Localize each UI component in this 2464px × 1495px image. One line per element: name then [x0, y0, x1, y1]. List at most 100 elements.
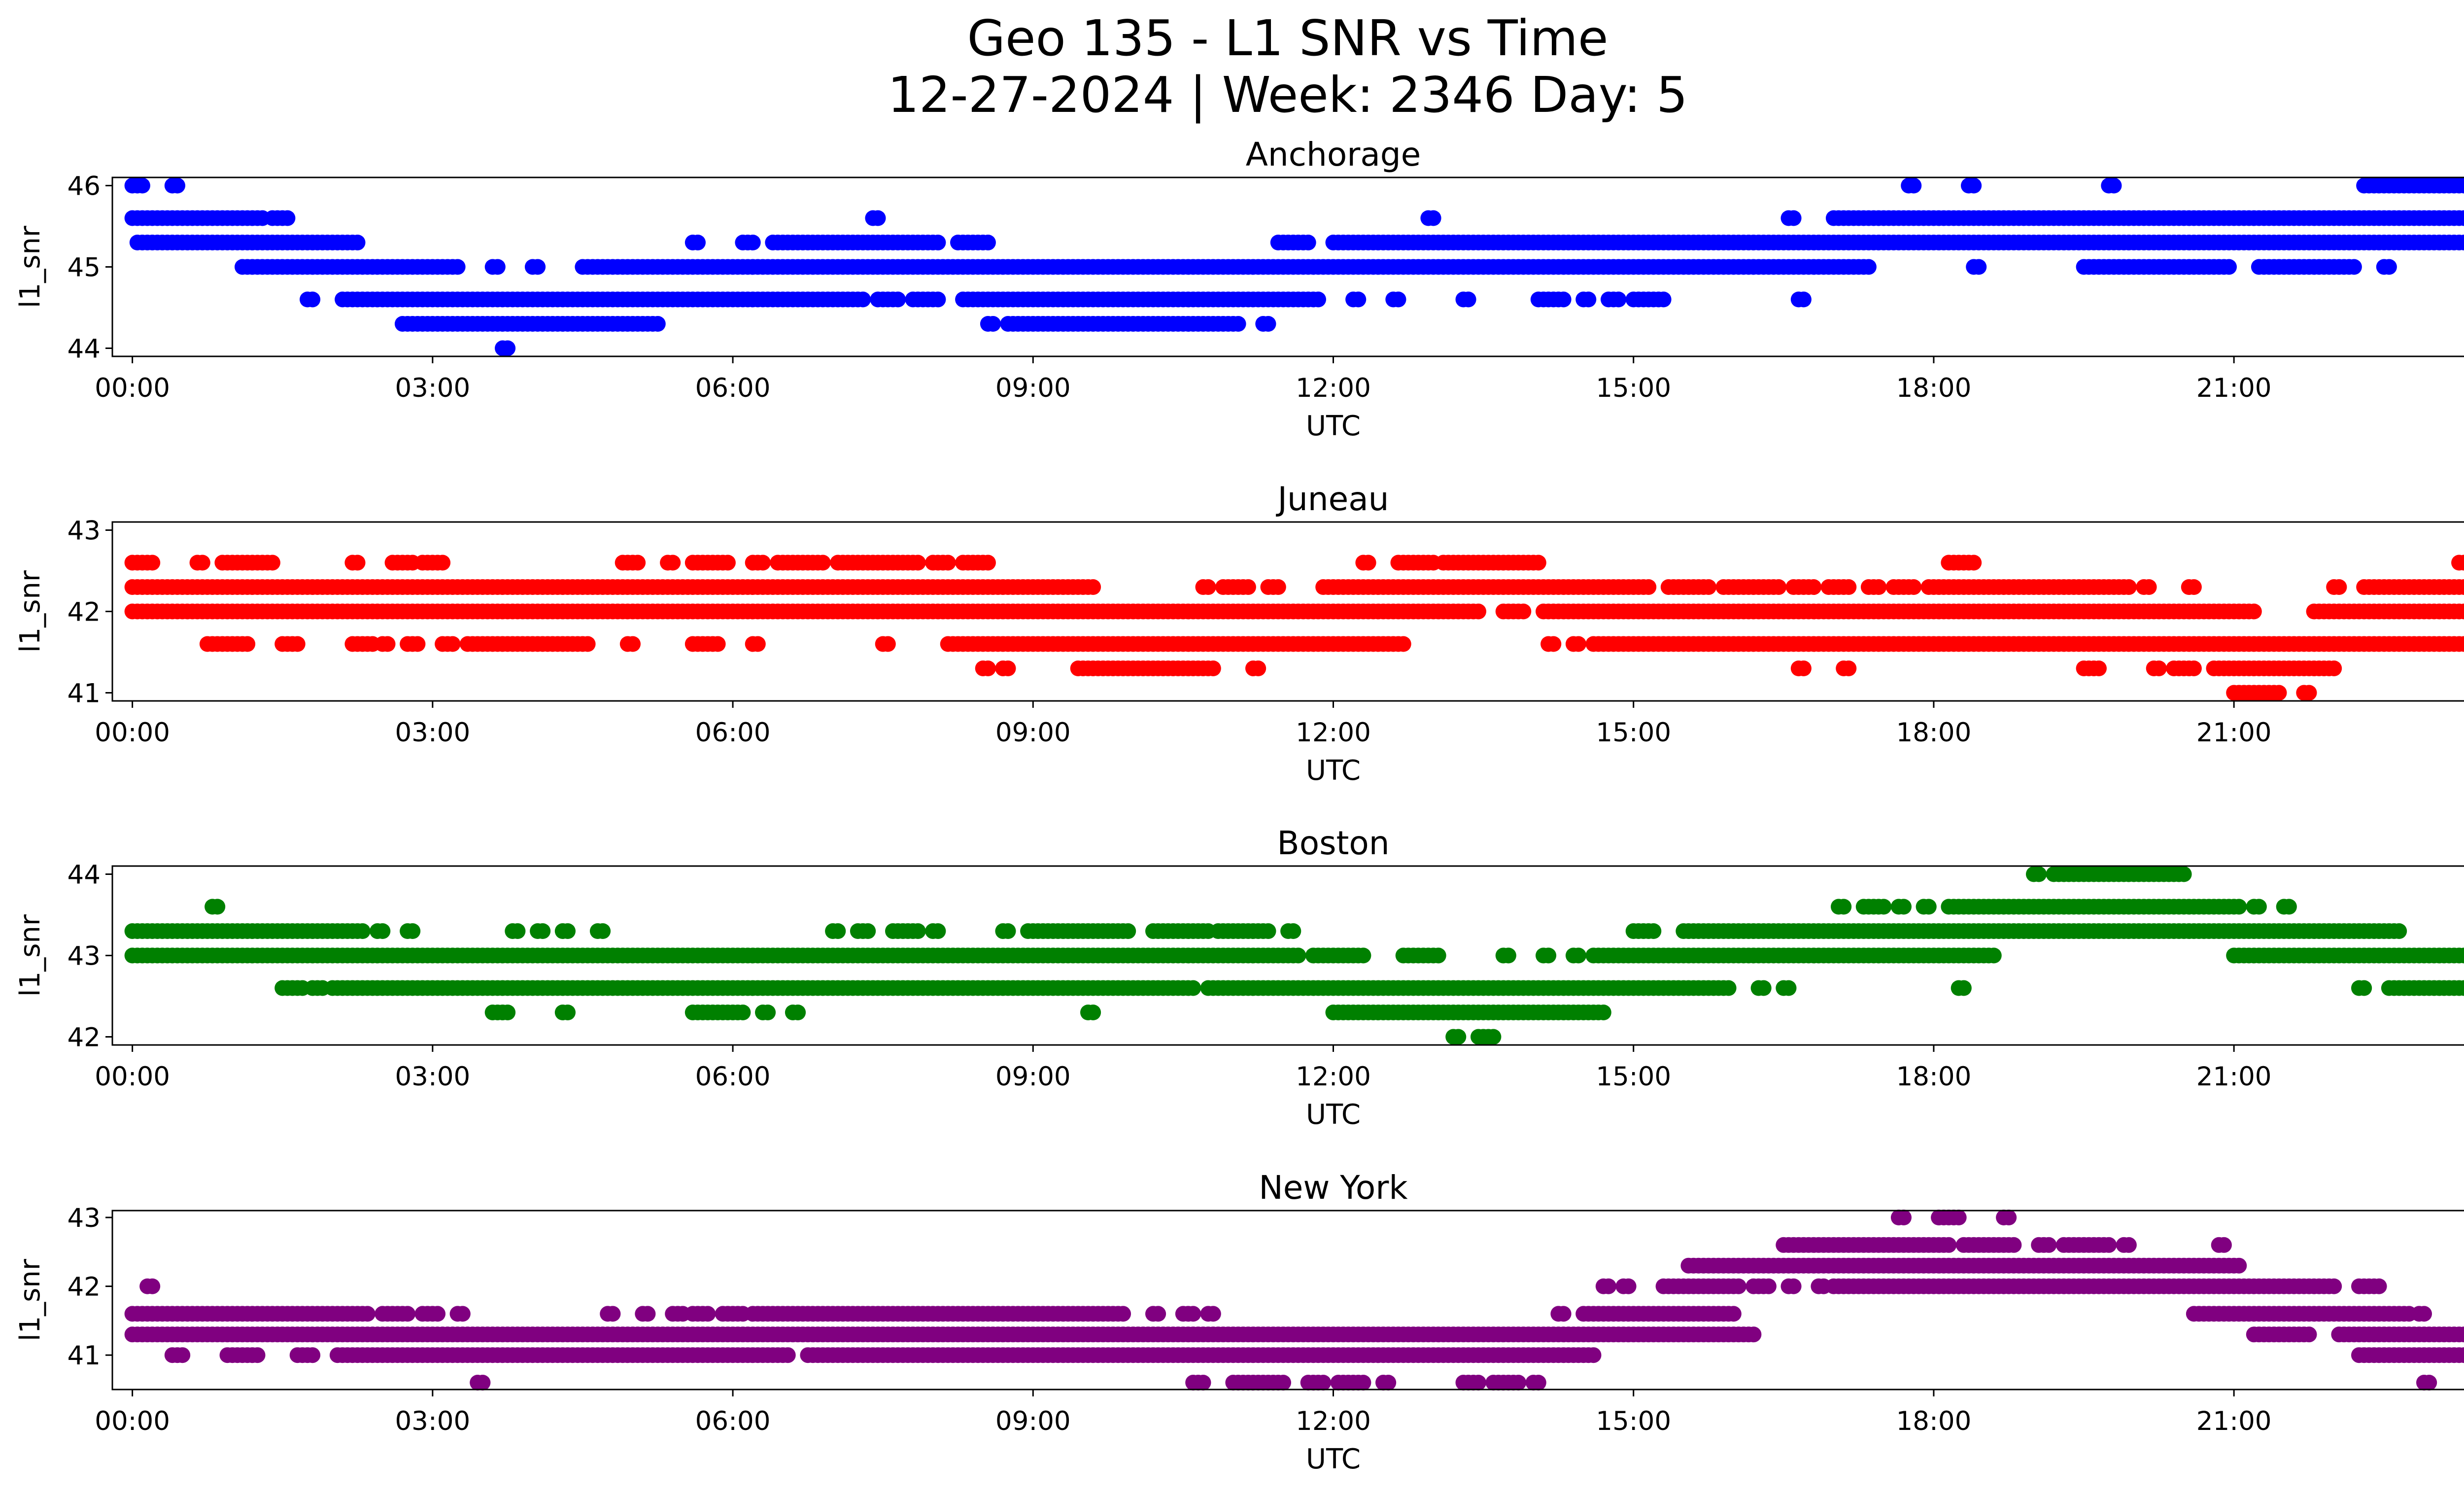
data-point — [305, 1347, 321, 1363]
data-point — [580, 636, 596, 652]
data-point — [1601, 1278, 1616, 1294]
data-point — [240, 636, 256, 652]
data-point — [1595, 1005, 1611, 1020]
data-point — [2151, 661, 2167, 676]
series-points — [124, 555, 2464, 701]
data-point — [1085, 579, 1101, 595]
data-point — [2456, 1326, 2464, 1343]
data-point — [2101, 1237, 2117, 1253]
data-point — [1785, 1278, 1802, 1294]
data-point — [910, 923, 926, 939]
data-point — [170, 177, 185, 194]
data-point — [1641, 579, 1657, 595]
x-axis-label: UTC — [1306, 755, 1361, 787]
series-points — [124, 1210, 2464, 1391]
data-point — [1395, 636, 1411, 652]
data-point — [755, 555, 771, 571]
data-point — [400, 1306, 416, 1322]
x-tick-label: 06:00 — [695, 373, 771, 403]
data-point — [2301, 685, 2317, 701]
data-point — [2121, 579, 2137, 595]
data-point — [510, 923, 526, 939]
data-point — [1205, 661, 1221, 676]
x-tick-label: 00:00 — [95, 1062, 170, 1092]
data-point — [2461, 179, 2464, 192]
x-tick-label: 12:00 — [1296, 373, 1371, 403]
data-point — [2231, 899, 2247, 915]
data-point — [435, 555, 451, 571]
data-point — [2416, 1306, 2432, 1322]
data-point — [1230, 316, 1246, 332]
x-tick-label: 21:00 — [2196, 373, 2272, 403]
data-point — [640, 1306, 656, 1322]
data-point — [1290, 947, 1306, 964]
data-point — [1795, 291, 1812, 308]
data-point — [880, 636, 896, 652]
data-point — [1966, 177, 1982, 194]
data-point — [2326, 661, 2342, 676]
x-tick-label: 18:00 — [1896, 1062, 1972, 1092]
data-point — [2456, 947, 2464, 964]
data-point — [2456, 579, 2464, 595]
data-point — [1360, 555, 1376, 571]
data-point — [2231, 1257, 2247, 1274]
data-point — [410, 636, 426, 652]
y-axis-label: l1_snr — [14, 570, 46, 653]
data-point — [2461, 212, 2464, 224]
data-point — [2461, 581, 2464, 593]
series-points — [124, 866, 2464, 1045]
y-tick-label: 42 — [68, 1023, 101, 1053]
data-point — [2461, 1328, 2464, 1341]
data-point — [1515, 603, 1532, 620]
y-tick-label: 43 — [68, 941, 101, 972]
x-tick-label: 06:00 — [695, 718, 771, 748]
data-point — [454, 1306, 471, 1322]
data-point — [1240, 579, 1256, 595]
data-point — [1000, 661, 1016, 676]
data-point — [1390, 291, 1406, 308]
data-point — [2461, 949, 2464, 962]
data-point — [1860, 259, 1877, 275]
x-tick-label: 03:00 — [395, 1062, 470, 1092]
data-point — [134, 177, 150, 194]
subplot-title: Anchorage — [1246, 136, 1421, 174]
data-point — [1540, 947, 1557, 964]
x-tick-label: 03:00 — [395, 718, 470, 748]
data-point — [2331, 579, 2347, 595]
x-axis-label: UTC — [1306, 1099, 1361, 1131]
data-point — [560, 1005, 576, 1020]
data-point — [745, 235, 761, 250]
data-point — [144, 555, 161, 571]
data-point — [2281, 899, 2297, 915]
data-point — [1285, 923, 1301, 939]
data-point — [2461, 605, 2464, 618]
data-point — [2001, 1210, 2017, 1225]
data-point — [144, 1278, 161, 1294]
x-tick-label: 00:00 — [95, 718, 170, 748]
data-point — [2356, 980, 2372, 996]
data-point — [2461, 236, 2464, 249]
data-point — [2461, 982, 2464, 994]
data-point — [1205, 1306, 1221, 1322]
data-point — [1555, 291, 1572, 308]
data-point — [2326, 1278, 2342, 1294]
y-axis-label: l1_snr — [14, 914, 46, 997]
data-point — [1785, 210, 1802, 226]
y-tick-label: 45 — [68, 253, 101, 283]
data-point — [1725, 1306, 1742, 1322]
data-point — [930, 923, 946, 939]
x-tick-label: 12:00 — [1296, 718, 1371, 748]
data-point — [855, 291, 871, 308]
data-point — [830, 923, 846, 939]
data-point — [1941, 1237, 1957, 1253]
data-point — [289, 636, 306, 652]
data-point — [1720, 980, 1737, 996]
data-point — [354, 923, 371, 939]
data-point — [1471, 603, 1486, 620]
data-point — [1966, 555, 1982, 571]
y-tick-label: 41 — [68, 679, 101, 709]
data-point — [1876, 899, 1892, 915]
data-point — [2391, 923, 2407, 939]
